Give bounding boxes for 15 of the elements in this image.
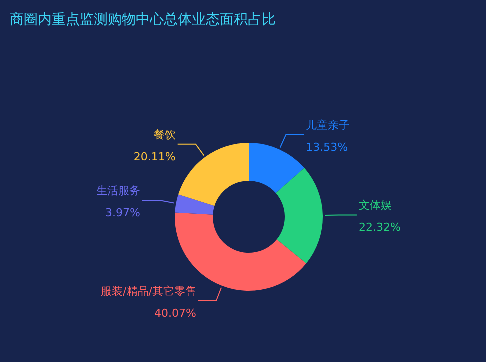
donut-slice — [175, 194, 215, 215]
data-label: 40.07% — [154, 306, 196, 320]
donut-slice — [249, 143, 305, 194]
slice-label: 生活服务 — [96, 184, 140, 198]
slice-label: 服装/精品/其它零售 — [101, 284, 196, 298]
data-label: 22.32% — [358, 221, 401, 234]
donut-slice — [276, 168, 323, 264]
donut-slice — [178, 143, 249, 206]
data-label: 20.11% — [134, 150, 176, 164]
slice-label: 文体娱 — [358, 199, 392, 212]
data-label: 13.53% — [306, 141, 348, 154]
chart-title: 商圈内重点监测购物中心总体业态面积占比 — [10, 12, 276, 28]
slice-label: 餐饮 — [154, 128, 176, 142]
slice-label: 儿童亲子 — [306, 119, 350, 132]
data-label: 3.97% — [106, 206, 140, 220]
